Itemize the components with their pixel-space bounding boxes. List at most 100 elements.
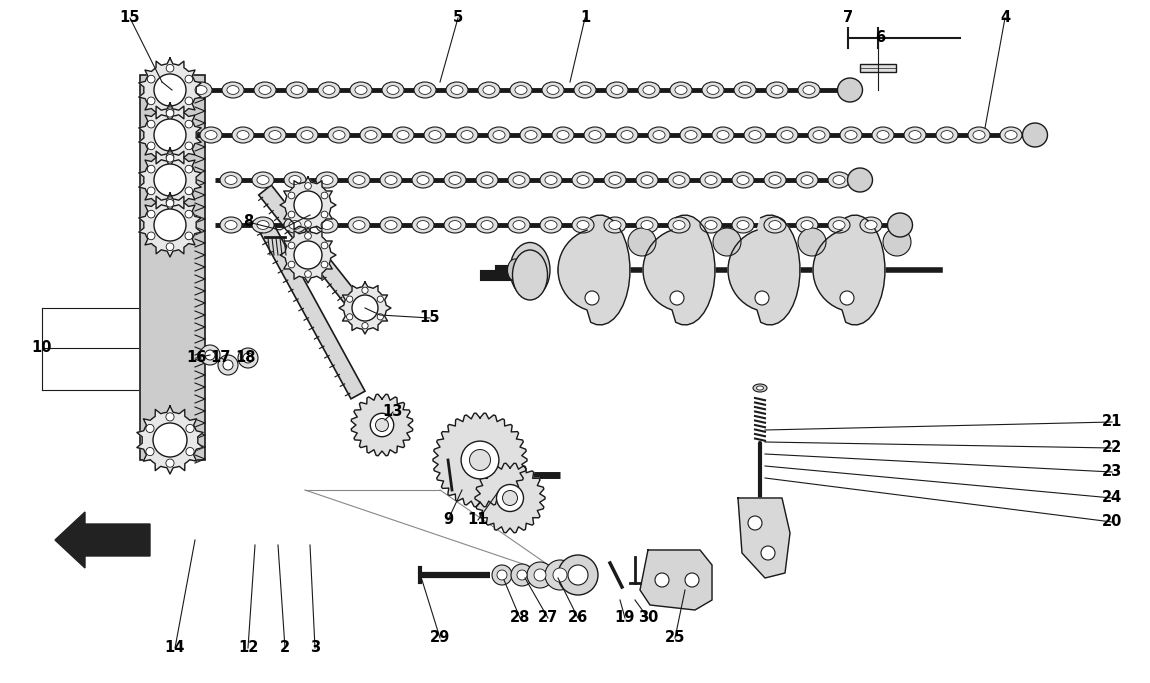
Polygon shape xyxy=(813,215,884,325)
Ellipse shape xyxy=(269,130,281,139)
Circle shape xyxy=(185,165,193,173)
Circle shape xyxy=(289,192,294,199)
Ellipse shape xyxy=(476,217,498,233)
Circle shape xyxy=(166,413,174,421)
Ellipse shape xyxy=(610,221,621,229)
Circle shape xyxy=(518,570,527,580)
Ellipse shape xyxy=(256,221,269,229)
Text: 5: 5 xyxy=(453,10,463,25)
Ellipse shape xyxy=(205,130,217,139)
Ellipse shape xyxy=(412,217,434,233)
Polygon shape xyxy=(643,215,715,325)
Ellipse shape xyxy=(668,217,690,233)
Ellipse shape xyxy=(227,85,239,94)
Circle shape xyxy=(166,198,174,206)
Polygon shape xyxy=(137,406,204,474)
Ellipse shape xyxy=(507,259,522,281)
Text: 12: 12 xyxy=(238,641,259,656)
Polygon shape xyxy=(139,58,201,122)
Ellipse shape xyxy=(781,130,793,139)
Text: 15: 15 xyxy=(120,10,140,25)
Ellipse shape xyxy=(828,172,850,188)
Ellipse shape xyxy=(353,176,365,184)
Ellipse shape xyxy=(284,172,306,188)
Ellipse shape xyxy=(196,85,207,94)
Ellipse shape xyxy=(973,130,986,139)
Ellipse shape xyxy=(578,85,591,94)
Text: 3: 3 xyxy=(310,641,320,656)
Text: 4: 4 xyxy=(1000,10,1010,25)
Circle shape xyxy=(377,296,383,303)
Ellipse shape xyxy=(713,228,741,256)
Ellipse shape xyxy=(1005,130,1017,139)
Ellipse shape xyxy=(259,85,271,94)
Text: 13: 13 xyxy=(383,404,404,419)
Ellipse shape xyxy=(348,172,370,188)
Polygon shape xyxy=(738,498,790,578)
Text: 6: 6 xyxy=(875,31,886,46)
Ellipse shape xyxy=(557,130,569,139)
Circle shape xyxy=(503,490,518,505)
Ellipse shape xyxy=(457,127,478,143)
Ellipse shape xyxy=(675,85,687,94)
Polygon shape xyxy=(351,394,413,456)
Bar xyxy=(140,75,205,460)
Ellipse shape xyxy=(833,176,845,184)
Text: 27: 27 xyxy=(538,611,558,626)
Ellipse shape xyxy=(705,176,718,184)
Circle shape xyxy=(377,313,383,320)
Circle shape xyxy=(185,97,193,104)
Ellipse shape xyxy=(397,130,409,139)
Ellipse shape xyxy=(417,221,429,229)
Ellipse shape xyxy=(749,130,761,139)
Circle shape xyxy=(568,565,588,585)
Ellipse shape xyxy=(712,127,734,143)
Ellipse shape xyxy=(673,221,685,229)
Ellipse shape xyxy=(552,127,574,143)
Ellipse shape xyxy=(478,82,500,98)
Ellipse shape xyxy=(545,221,557,229)
Circle shape xyxy=(223,360,233,370)
Text: 9: 9 xyxy=(443,512,453,527)
Ellipse shape xyxy=(833,221,845,229)
Circle shape xyxy=(166,109,174,117)
Circle shape xyxy=(321,211,328,218)
Circle shape xyxy=(185,210,193,218)
Ellipse shape xyxy=(225,176,237,184)
Ellipse shape xyxy=(638,82,660,98)
Ellipse shape xyxy=(284,217,306,233)
Ellipse shape xyxy=(680,127,702,143)
Circle shape xyxy=(147,187,155,195)
Ellipse shape xyxy=(888,213,912,237)
Text: 28: 28 xyxy=(509,611,530,626)
Text: 23: 23 xyxy=(1102,464,1122,479)
Ellipse shape xyxy=(813,130,825,139)
Text: 8: 8 xyxy=(243,214,253,229)
Circle shape xyxy=(553,568,567,582)
Ellipse shape xyxy=(737,176,749,184)
Text: 14: 14 xyxy=(164,641,185,656)
Ellipse shape xyxy=(461,130,473,139)
Ellipse shape xyxy=(1000,127,1022,143)
Polygon shape xyxy=(258,221,365,399)
Ellipse shape xyxy=(936,127,958,143)
Circle shape xyxy=(166,199,174,207)
Ellipse shape xyxy=(737,221,749,229)
Polygon shape xyxy=(139,103,201,167)
Circle shape xyxy=(305,182,312,189)
Ellipse shape xyxy=(316,217,338,233)
Ellipse shape xyxy=(380,172,402,188)
Ellipse shape xyxy=(414,82,436,98)
Ellipse shape xyxy=(860,217,882,233)
Ellipse shape xyxy=(513,221,526,229)
Ellipse shape xyxy=(739,85,751,94)
Ellipse shape xyxy=(296,127,319,143)
Ellipse shape xyxy=(520,127,542,143)
Ellipse shape xyxy=(448,176,461,184)
Ellipse shape xyxy=(641,221,653,229)
Ellipse shape xyxy=(220,217,242,233)
Circle shape xyxy=(756,291,769,305)
Bar xyxy=(860,64,896,72)
Ellipse shape xyxy=(700,172,722,188)
Ellipse shape xyxy=(291,85,304,94)
